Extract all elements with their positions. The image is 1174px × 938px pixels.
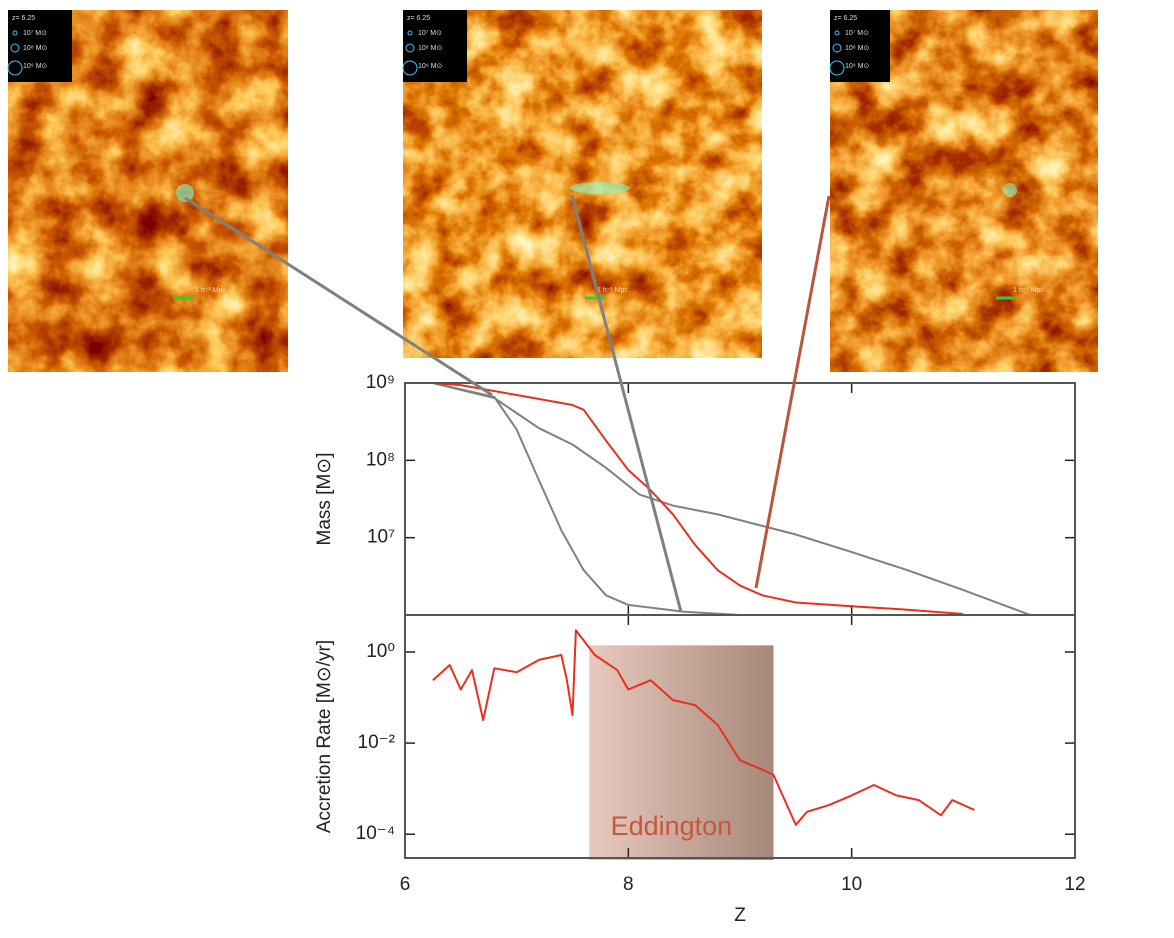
plot-frame xyxy=(404,614,1076,859)
legend-symbol xyxy=(407,30,413,36)
redshift-label: z= 6.25 xyxy=(12,15,35,22)
y-tick-label: 10⁻⁴ xyxy=(356,823,395,844)
legend-symbol xyxy=(832,43,842,53)
legend-label: 10⁷ M⊙ xyxy=(418,30,442,37)
x-axis-label: Z xyxy=(734,905,746,926)
halo xyxy=(1003,183,1017,197)
legend-symbol xyxy=(405,43,415,53)
y-tick-label: 10⁻² xyxy=(358,732,396,753)
halo xyxy=(570,182,630,194)
charts: 10⁷ 10⁸ 10⁹ Mass [M⊙] Eddington 10⁻⁴ 10⁻² 10⁰ 6 8… xyxy=(314,372,1086,926)
legend-label: 10⁸ M⊙ xyxy=(418,45,442,52)
legend-symbol xyxy=(829,60,845,76)
redshift-label: z= 6.25 xyxy=(834,15,857,22)
y-axis-label: Mass [M⊙] xyxy=(314,453,335,546)
x-tick-label: 10 xyxy=(841,874,862,895)
legend-label: 10⁹ M⊙ xyxy=(23,63,47,70)
simulation-image: z= 6.25 10⁷ M⊙ 10⁸ M⊙ 10⁹ M⊙ 1 h⁻¹ Mpc xyxy=(7,10,288,372)
legend-symbol xyxy=(10,43,20,53)
x-tick-label: 6 xyxy=(400,874,411,895)
y-axis-label: Accretion Rate [M⊙/yr] xyxy=(314,640,335,833)
simulation-image: z= 6.25 10⁷ M⊙ 10⁸ M⊙ 10⁹ M⊙ 1 h⁻¹ Mpc xyxy=(402,10,762,358)
legend-label: 10⁸ M⊙ xyxy=(845,45,869,52)
y-tick-label: 10⁷ xyxy=(367,527,395,548)
y-tick-label: 10⁹ xyxy=(366,372,395,393)
legend-label: 10⁷ M⊙ xyxy=(845,30,869,37)
legend-symbol xyxy=(7,60,23,76)
connector xyxy=(184,196,493,397)
legend-label: 10⁹ M⊙ xyxy=(418,63,442,70)
y-tick-label: 10⁸ xyxy=(366,449,395,470)
legend-label: 10⁷ M⊙ xyxy=(23,30,47,37)
x-tick-label: 12 xyxy=(1064,874,1085,895)
connector xyxy=(754,195,831,589)
data-line xyxy=(432,382,741,616)
data-line xyxy=(432,382,964,615)
scale-label: 1 h⁻¹ Mpc xyxy=(1013,287,1044,294)
scale-label: 1 h⁻¹ Mpc xyxy=(195,287,226,294)
connector xyxy=(570,194,683,613)
scale-label: 1 h⁻¹ Mpc xyxy=(597,287,628,294)
y-tick-label: 10⁰ xyxy=(366,641,395,662)
legend-symbol xyxy=(12,30,18,36)
legend-symbol xyxy=(834,30,840,36)
simulation-image: z= 6.25 10⁷ M⊙ 10⁸ M⊙ 10⁹ M⊙ 1 h⁻¹ Mpc xyxy=(829,10,1098,372)
region-label: Eddington xyxy=(611,811,733,841)
legend-label: 10⁹ M⊙ xyxy=(845,63,869,70)
data-line xyxy=(432,629,975,826)
redshift-label: z= 6.25 xyxy=(407,15,430,22)
legend-box xyxy=(830,10,890,82)
legend-label: 10⁸ M⊙ xyxy=(23,45,47,52)
plot-frame xyxy=(404,382,1076,616)
halo xyxy=(176,184,194,202)
legend-symbol xyxy=(402,60,418,76)
x-tick-label: 8 xyxy=(623,874,634,895)
eddington-region xyxy=(589,645,774,860)
data-line xyxy=(432,382,1031,616)
